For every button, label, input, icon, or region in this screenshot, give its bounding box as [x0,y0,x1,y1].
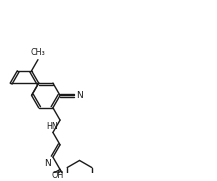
Text: HN: HN [46,122,58,131]
Text: OH: OH [51,171,64,180]
Text: CH₃: CH₃ [31,48,45,57]
Text: N: N [76,91,83,100]
Text: N: N [44,159,51,168]
